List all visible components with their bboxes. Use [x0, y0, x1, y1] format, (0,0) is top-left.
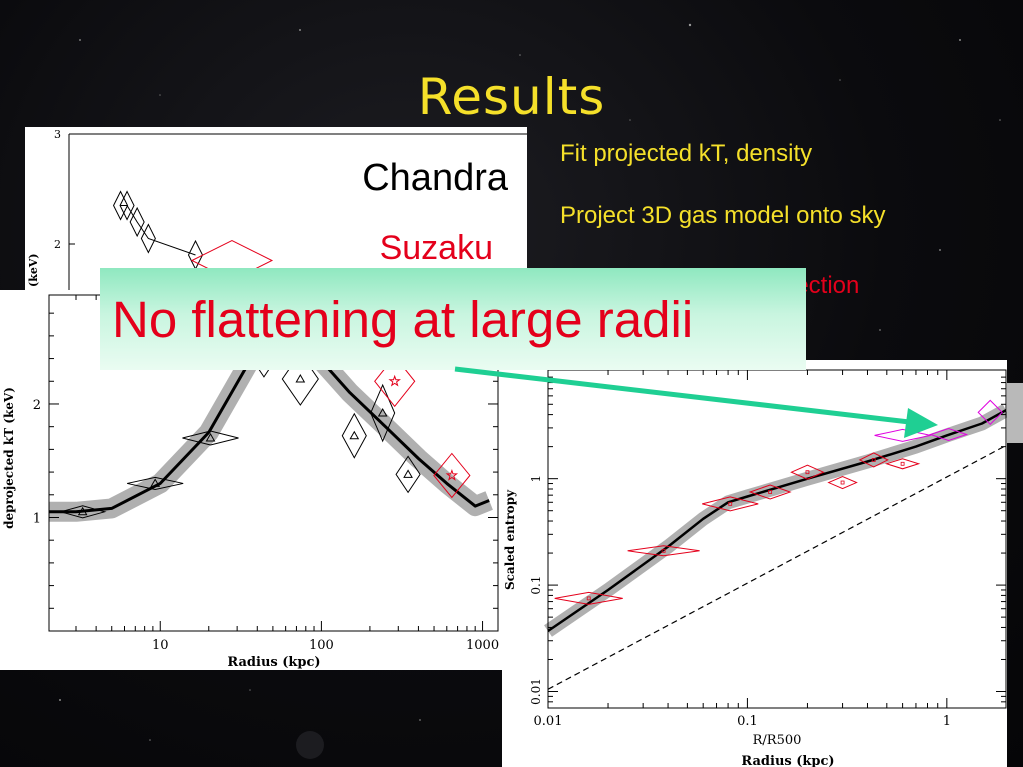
- triangle-marker: [349, 430, 360, 440]
- x-tick-label: 1000: [466, 638, 499, 653]
- chandra-data-point: [119, 190, 135, 221]
- square-marker: [661, 548, 666, 553]
- chandra-data-point: [127, 476, 184, 490]
- ytick-label: 2: [54, 238, 61, 251]
- scaled-entropy-panel: 0.01 0.1 1 0.01 0.1 1 R/R500 Radius (kpc) Sca…: [502, 360, 1007, 767]
- x-tick-label: 1: [943, 714, 951, 729]
- square-marker: [805, 470, 810, 475]
- square-marker: [586, 596, 591, 601]
- y-tick-label: 0.1: [529, 576, 543, 595]
- red-data-point: [827, 475, 858, 490]
- square-marker: [840, 480, 845, 485]
- star-marker: [445, 468, 459, 481]
- square-marker: [728, 501, 733, 506]
- square-marker: [768, 490, 773, 494]
- magenta-data-point: [977, 399, 1003, 426]
- projected-temperature-plot: 2 3 T (keV) Chandra Suzaku: [27, 128, 527, 297]
- red-data-point: [790, 464, 825, 480]
- square-marker: [871, 458, 876, 462]
- legend-suzaku: Suzaku: [380, 229, 493, 267]
- red-data-point: [748, 484, 792, 500]
- y-tick-label: 1: [33, 511, 41, 526]
- x-axis-label: R/R500: [753, 733, 802, 748]
- y-axis-label: Scaled entropy: [503, 489, 517, 590]
- chandra-data-point: [182, 430, 239, 446]
- y-tick-label: 2: [33, 398, 41, 413]
- slide-title: Results: [417, 68, 606, 126]
- x-tick-label: 0.01: [534, 714, 563, 729]
- star-marker: [388, 374, 401, 387]
- chandra-data-point: [58, 505, 107, 519]
- chandra-data-point: [140, 223, 156, 254]
- triangle-marker: [77, 506, 88, 516]
- red-data-point: [554, 591, 623, 605]
- magenta-data-point: [928, 427, 969, 442]
- chart-edge-fragment: [1007, 383, 1023, 443]
- scaled-entropy-plot: 0.01 0.1 1 0.01 0.1 1 R/R500 Radius (kpc) Sca…: [503, 369, 1007, 767]
- triangle-marker: [403, 469, 413, 478]
- triangle-marker: [377, 408, 388, 417]
- y-tick-label: 0.01: [529, 678, 543, 705]
- chandra-data-point: [395, 455, 421, 494]
- y-tick-label: 1: [529, 475, 543, 483]
- red-data-point: [858, 452, 889, 468]
- x-axis-label-secondary: Radius (kpc): [741, 754, 834, 767]
- x-tick-label: 0.1: [737, 714, 758, 729]
- model-step-line: [120, 205, 196, 256]
- x-axis-label: Radius (kpc): [227, 655, 320, 670]
- bullet-fit-projected: Fit projected kT, density: [560, 140, 813, 167]
- triangle-marker: [295, 373, 306, 383]
- chandra-data-point: [112, 190, 129, 221]
- reference-line: [547, 444, 1007, 690]
- square-marker: [900, 461, 905, 466]
- triangle-marker: [205, 433, 216, 442]
- legend-chandra: Chandra: [362, 157, 509, 199]
- suzaku-data-point: [433, 452, 471, 499]
- x-tick-label: 100: [309, 638, 334, 653]
- ytick-label: 3: [54, 128, 61, 141]
- model-uncertainty-band: [544, 404, 1007, 637]
- chandra-data-point: [341, 412, 367, 459]
- chandra-data-point: [370, 383, 396, 443]
- callout-box: No flattening at large radii: [100, 268, 806, 370]
- red-data-point: [702, 496, 759, 512]
- y-axis-label: T (keV): [27, 253, 40, 297]
- y-axis-label: deprojected kT (keV): [2, 387, 16, 529]
- triangle-marker: [150, 478, 161, 487]
- x-tick-label: 10: [152, 638, 169, 653]
- red-data-point: [627, 545, 700, 557]
- bullet-project-model: Project 3D gas model onto sky: [560, 202, 886, 229]
- red-data-point: [884, 458, 921, 470]
- plot-frame: [547, 369, 1007, 709]
- chandra-data-point: [129, 206, 145, 238]
